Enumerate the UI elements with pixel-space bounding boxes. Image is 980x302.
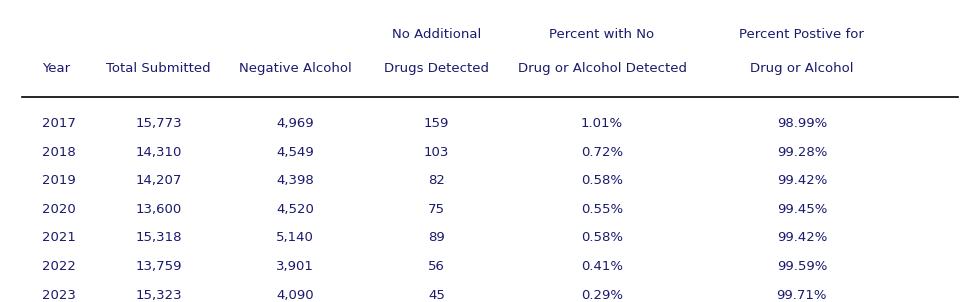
Text: 2018: 2018 [42,146,75,159]
Text: 159: 159 [423,117,449,130]
Text: 4,090: 4,090 [276,289,314,302]
Text: 56: 56 [428,260,445,273]
Text: Drug or Alcohol: Drug or Alcohol [750,63,854,76]
Text: 0.41%: 0.41% [581,260,623,273]
Text: Total Submitted: Total Submitted [107,63,211,76]
Text: 2020: 2020 [42,203,75,216]
Text: 5,140: 5,140 [276,231,314,244]
Text: 4,969: 4,969 [276,117,314,130]
Text: Percent Postive for: Percent Postive for [739,28,864,41]
Text: 4,520: 4,520 [276,203,314,216]
Text: Drug or Alcohol Detected: Drug or Alcohol Detected [517,63,687,76]
Text: 0.72%: 0.72% [581,146,623,159]
Text: 14,207: 14,207 [135,174,182,187]
Text: 0.29%: 0.29% [581,289,623,302]
Text: 2023: 2023 [42,289,75,302]
Text: 4,398: 4,398 [276,174,314,187]
Text: 99.45%: 99.45% [776,203,827,216]
Text: 3,901: 3,901 [276,260,314,273]
Text: 14,310: 14,310 [135,146,182,159]
Text: 98.99%: 98.99% [777,117,827,130]
Text: Drugs Detected: Drugs Detected [384,63,489,76]
Text: 103: 103 [423,146,449,159]
Text: 0.58%: 0.58% [581,174,623,187]
Text: 1.01%: 1.01% [581,117,623,130]
Text: Negative Alcohol: Negative Alcohol [239,63,352,76]
Text: 99.42%: 99.42% [776,231,827,244]
Text: 99.71%: 99.71% [776,289,827,302]
Text: 2019: 2019 [42,174,75,187]
Text: 13,759: 13,759 [135,260,182,273]
Text: 99.59%: 99.59% [776,260,827,273]
Text: 15,323: 15,323 [135,289,182,302]
Text: Year: Year [42,63,70,76]
Text: Percent with No: Percent with No [550,28,655,41]
Text: 45: 45 [428,289,445,302]
Text: 0.55%: 0.55% [581,203,623,216]
Text: 75: 75 [428,203,445,216]
Text: 2022: 2022 [42,260,75,273]
Text: 0.58%: 0.58% [581,231,623,244]
Text: 15,773: 15,773 [135,117,182,130]
Text: 89: 89 [428,231,445,244]
Text: No Additional: No Additional [392,28,481,41]
Text: 13,600: 13,600 [135,203,182,216]
Text: 2017: 2017 [42,117,75,130]
Text: 15,318: 15,318 [135,231,182,244]
Text: 99.28%: 99.28% [776,146,827,159]
Text: 82: 82 [428,174,445,187]
Text: 2021: 2021 [42,231,75,244]
Text: 99.42%: 99.42% [776,174,827,187]
Text: 4,549: 4,549 [276,146,314,159]
